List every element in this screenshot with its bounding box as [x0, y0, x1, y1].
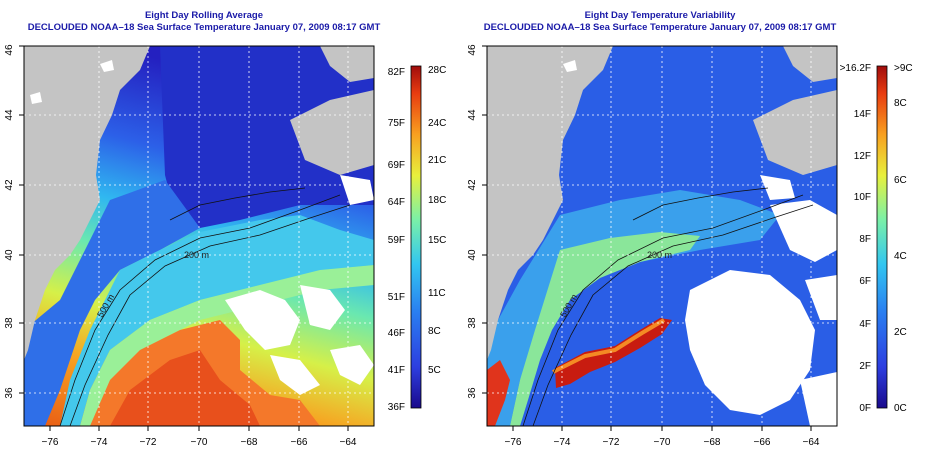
left-cb-c-label: 24C: [428, 118, 446, 129]
right-x-tick: −70: [654, 437, 671, 448]
right-cb-f-label: 8F: [859, 234, 871, 245]
right-y-tick: 46: [467, 44, 478, 56]
left-cyan-band: [60, 215, 374, 426]
left-subtitle: DECLOUDED NOAA–18 Sea Surface Temperatur…: [27, 22, 381, 33]
right-x-ticks: −76 −74 −72 −70 −68 −66 −64: [505, 426, 820, 448]
right-title: Eight Day Temperature Variability: [584, 10, 736, 21]
left-y-tick: 42: [4, 179, 15, 191]
right-y-tick: 38: [467, 317, 478, 329]
left-cb-c-label: 18C: [428, 195, 446, 206]
left-blue-shelf: [24, 180, 200, 426]
right-cb-f-label: 0F: [859, 403, 871, 414]
left-cb-c-label: 28C: [428, 65, 446, 76]
left-cb-c-label: 11C: [428, 288, 446, 299]
right-x-tick: −72: [603, 437, 620, 448]
right-cloud-patches: [563, 60, 837, 426]
right-cb-c-label: 6C: [894, 175, 907, 186]
right-cb-f-label: 6F: [859, 276, 871, 287]
right-x-tick: −76: [505, 437, 522, 448]
left-y-tick: 40: [4, 249, 15, 261]
right-y-tick: 44: [467, 109, 478, 121]
right-cb-c-label: 0C: [894, 403, 907, 414]
right-cb-c-label: 2C: [894, 327, 907, 338]
left-cb-f-label: 64F: [388, 197, 405, 208]
left-cb-c-label: 15C: [428, 235, 446, 246]
right-x-tick: −74: [554, 437, 571, 448]
left-x-tick: −72: [140, 437, 157, 448]
left-cloud-patches: [30, 60, 374, 395]
left-x-ticks: −76 −74 −72 −70 −68 −66 −64: [42, 426, 357, 448]
left-cb-c-label: 8C: [428, 326, 441, 337]
right-x-tick: −64: [803, 437, 820, 448]
right-cb-c-label: 4C: [894, 251, 907, 262]
left-cb-f-label: 69F: [388, 160, 405, 171]
left-cb-f-label: 36F: [388, 402, 405, 413]
left-x-tick: −64: [340, 437, 357, 448]
left-isobaths: [59, 187, 351, 426]
left-y-tick: 44: [4, 109, 15, 121]
right-cb-f-label: >16.2F: [840, 63, 871, 74]
right-colorbar: [876, 65, 888, 409]
right-colorbar-labels: >16.2F 14F 12F 10F 8F 6F 4F 2F 0F >9C 8C…: [840, 63, 913, 414]
right-y-tick: 42: [467, 179, 478, 191]
left-title: Eight Day Rolling Average: [144, 10, 264, 21]
left-colorbar: [410, 65, 422, 409]
right-cb-f-label: 10F: [854, 192, 871, 203]
left-x-tick: −68: [241, 437, 258, 448]
right-y-tick: 36: [467, 387, 478, 399]
right-x-tick: −68: [704, 437, 721, 448]
left-cb-f-label: 51F: [388, 292, 405, 303]
right-grid: [487, 46, 837, 426]
right-land-ne: [753, 90, 837, 175]
left-isobath-200-label: 200 m: [184, 250, 209, 260]
left-cb-c-label: 21C: [428, 155, 446, 166]
right-cb-c-label: 8C: [894, 98, 907, 109]
left-x-tick: −76: [42, 437, 59, 448]
left-grid: [24, 46, 374, 426]
left-cb-f-label: 82F: [388, 67, 405, 78]
left-y-tick: 46: [4, 44, 15, 56]
left-y-tick: 36: [4, 387, 15, 399]
right-subtitle: DECLOUDED NOAA–18 Sea Surface Temperatur…: [483, 22, 837, 33]
right-cb-c-label: >9C: [894, 63, 913, 74]
left-cb-f-label: 41F: [388, 365, 405, 376]
right-cb-f-label: 4F: [859, 319, 871, 330]
left-land-top: [320, 46, 374, 82]
right-variability-mid: [487, 190, 780, 426]
right-land: [487, 46, 613, 360]
left-map: [24, 46, 374, 426]
left-y-ticks: 36 38 40 42 44 46: [4, 44, 24, 399]
right-isobaths: [522, 187, 814, 426]
left-land: [24, 46, 150, 360]
left-cb-c-label: 5C: [428, 365, 441, 376]
right-cb-f-label: 12F: [854, 151, 871, 162]
right-map: [487, 46, 837, 426]
left-x-tick: −70: [191, 437, 208, 448]
right-ring-halo: [552, 318, 666, 374]
right-x-tick: −66: [754, 437, 771, 448]
left-cb-f-label: 75F: [388, 118, 405, 129]
right-y-tick: 40: [467, 249, 478, 261]
left-warm-core: [110, 350, 260, 426]
right-gulf-stream-ring: [555, 318, 672, 388]
right-isobath-200-label: 200 m: [647, 250, 672, 260]
left-green-band: [80, 265, 374, 426]
left-cb-f-label: 59F: [388, 235, 405, 246]
left-colorbar-labels: 82F 75F 69F 64F 59F 51F 46F 41F 36F 28C …: [388, 65, 447, 413]
right-cb-f-label: 14F: [854, 109, 871, 120]
left-y-tick: 38: [4, 317, 15, 329]
right-y-ticks: 36 38 40 42 44 46: [467, 44, 487, 399]
left-land-ne: [290, 90, 374, 175]
right-land-top: [783, 46, 837, 82]
left-x-tick: −66: [291, 437, 308, 448]
left-cb-f-label: 46F: [388, 328, 405, 339]
left-x-tick: −74: [91, 437, 108, 448]
left-deep-blue-gulf: [160, 46, 374, 228]
right-cb-f-label: 2F: [859, 361, 871, 372]
right-variability-high: [510, 232, 700, 426]
